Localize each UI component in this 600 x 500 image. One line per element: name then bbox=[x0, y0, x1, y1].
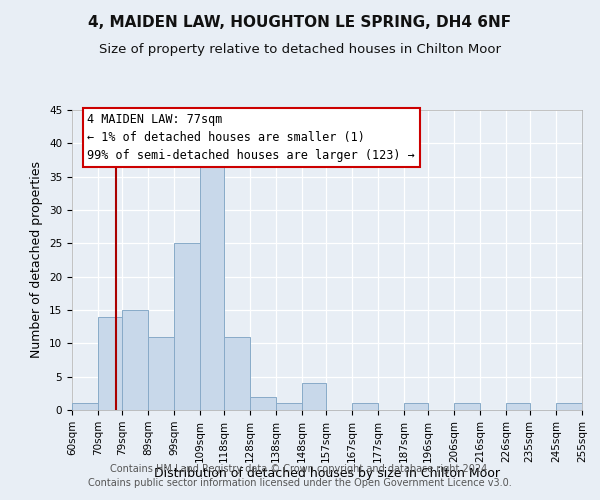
Bar bbox=[506, 404, 530, 410]
Bar bbox=[200, 164, 224, 410]
Bar bbox=[122, 310, 148, 410]
Bar bbox=[302, 384, 326, 410]
Bar bbox=[404, 404, 428, 410]
Bar bbox=[98, 316, 122, 410]
Text: 4, MAIDEN LAW, HOUGHTON LE SPRING, DH4 6NF: 4, MAIDEN LAW, HOUGHTON LE SPRING, DH4 6… bbox=[88, 15, 512, 30]
Bar bbox=[250, 396, 276, 410]
Y-axis label: Number of detached properties: Number of detached properties bbox=[31, 162, 43, 358]
Bar bbox=[352, 404, 378, 410]
Text: 4 MAIDEN LAW: 77sqm
← 1% of detached houses are smaller (1)
99% of semi-detached: 4 MAIDEN LAW: 77sqm ← 1% of detached hou… bbox=[88, 113, 415, 162]
X-axis label: Distribution of detached houses by size in Chilton Moor: Distribution of detached houses by size … bbox=[154, 468, 500, 480]
Bar bbox=[454, 404, 480, 410]
Bar bbox=[72, 404, 98, 410]
Bar bbox=[174, 244, 200, 410]
Text: Size of property relative to detached houses in Chilton Moor: Size of property relative to detached ho… bbox=[99, 42, 501, 56]
Bar bbox=[556, 404, 582, 410]
Text: Contains HM Land Registry data © Crown copyright and database right 2024.
Contai: Contains HM Land Registry data © Crown c… bbox=[88, 464, 512, 487]
Bar bbox=[276, 404, 302, 410]
Bar bbox=[148, 336, 174, 410]
Bar bbox=[224, 336, 250, 410]
